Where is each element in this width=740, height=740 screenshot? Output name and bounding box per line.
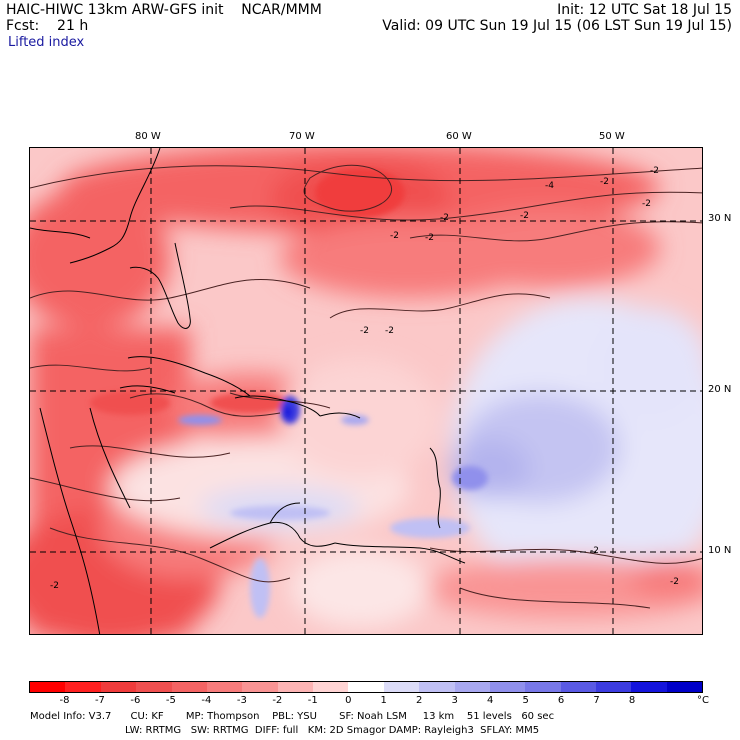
lat-label-30n: 30 N [708,213,732,224]
colorbar-swatch [277,682,313,692]
field-detail [90,168,488,618]
contour-label: -2 [440,213,449,223]
colorbar-swatch [596,682,632,692]
colorbar-swatch [560,682,596,692]
colorbar-tick-label: 6 [557,695,565,706]
colorbar-swatch [631,682,667,692]
colorbar-tick-label: 2 [416,695,423,706]
contour-label: -2 [650,166,659,176]
colorbar-swatch [348,682,384,692]
colorbar-tick-label: -6 [130,695,141,706]
map-svg: -2 -4 -2 -2 -2 -2 -2 -2 -2 -2 -2 -2 -2 [30,148,702,634]
colorbar [29,681,703,693]
lon-label-60w: 60 W [446,131,472,142]
lon-label-70w: 70 W [289,131,315,142]
colorbar-swatch [489,682,526,692]
contour-label: -2 [670,577,679,587]
colorbar-swatch [30,682,66,692]
model-title: HAIC-HIWC 13km ARW-GFS init NCAR/MMM [6,2,322,18]
lat-label-20n: 20 N [708,384,732,395]
lon-label-50w: 50 W [599,131,625,142]
contour-label: -2 [50,581,59,591]
contour-label: -2 [642,199,651,209]
contour-label: -2 [600,177,609,187]
colorbar-tick-label: -3 [236,695,247,706]
contour-label: -2 [590,546,599,556]
colorbar-tick-label: -5 [165,695,176,706]
colorbar-swatch [206,682,243,692]
colorbar-tick-label: 0 [345,695,352,706]
colorbar-swatch [666,682,703,692]
colorbar-tick-label: 5 [522,695,529,706]
contour-value-labels: -2 -4 -2 -2 -2 -2 -2 -2 -2 -2 -2 -2 -2 [50,166,679,591]
colorbar-tick-label: 1 [380,695,387,706]
colorbar-swatch [419,682,455,692]
colorbar-swatch [454,682,490,692]
colorbar-unit: °C [697,695,709,706]
field-shading [30,148,702,634]
colorbar-tick-label: 3 [451,695,458,706]
model-info-line2: LW: RRTMG SW: RRTMG DIFF: full KM: 2D Sm… [125,725,540,736]
latlon-grid [30,148,702,634]
colorbar-swatch [65,682,101,692]
contour-label: -2 [520,211,529,221]
contour-label: -2 [425,233,434,243]
contour-lines [30,164,702,609]
colorbar-tick-label: 4 [486,695,494,706]
colorbar-tick-label: 7 [593,695,600,706]
colorbar-tick-label: -7 [94,695,105,706]
lifted-index-map: -2 -4 -2 -2 -2 -2 -2 -2 -2 -2 -2 -2 -2 [29,147,703,635]
colorbar-swatch [313,682,349,692]
colorbar-swatch [383,682,420,692]
contour-label: -2 [385,326,394,336]
forecast-hour: Fcst: 21 h [6,18,89,34]
colorbar-tick-label: -2 [272,695,283,706]
valid-time: Valid: 09 UTC Sun 19 Jul 15 (06 LST Sun … [382,18,732,34]
field-name: Lifted index [8,35,85,50]
colorbar-tick-label: -4 [201,695,212,706]
contour-label: -4 [545,181,554,191]
colorbar-swatch [242,682,278,692]
contour-label: -2 [360,326,369,336]
lon-label-80w: 80 W [135,131,161,142]
colorbar-tick-label: 8 [628,695,636,706]
contour-label: -2 [390,231,399,241]
colorbar-tick-label: -1 [307,695,318,706]
colorbar-tick-label: -8 [59,695,70,706]
colorbar-swatch [100,682,137,692]
colorbar-swatch [171,682,207,692]
colorbar-swatch [136,682,172,692]
init-time: Init: 12 UTC Sat 18 Jul 15 [557,2,732,18]
colorbar-swatch [525,682,561,692]
model-info-line1: Model Info: V3.7 CU: KF MP: Thompson PBL… [30,711,555,722]
lat-label-10n: 10 N [708,545,732,556]
